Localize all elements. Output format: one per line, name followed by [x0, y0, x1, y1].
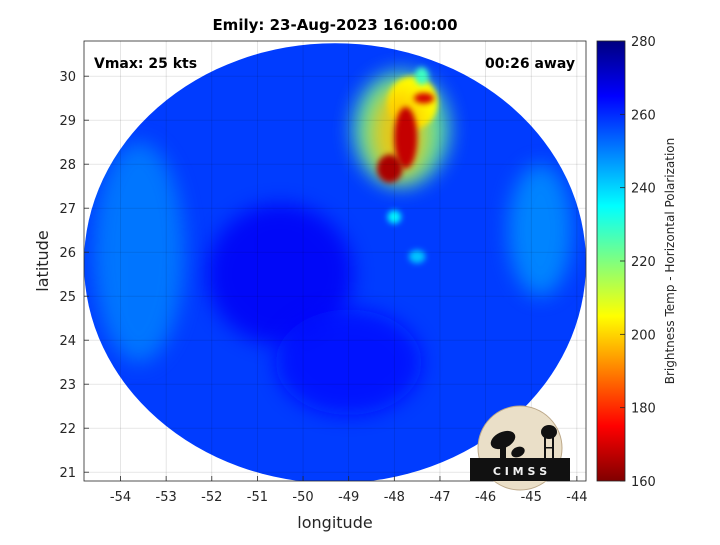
colorbar-tick-label: 260	[631, 108, 656, 123]
time-away-annotation: 00:26 away	[485, 56, 575, 72]
temperature-feature	[508, 164, 573, 297]
y-tick-label: 25	[59, 290, 76, 305]
temperature-feature	[376, 154, 403, 183]
colorbar-tick-label: 180	[631, 402, 656, 417]
x-tick-label: -44	[566, 490, 587, 505]
feature-layer	[93, 67, 573, 416]
y-tick-label: 22	[59, 422, 76, 437]
x-tick-label: -47	[429, 490, 450, 505]
x-tick-label: -45	[521, 490, 542, 505]
x-tick-label: -50	[292, 490, 313, 505]
x-tick-label: -54	[110, 490, 131, 505]
x-ticks: -54 -53 -52 -51 -50 -49 -48 -47 -46 -45 -44	[110, 476, 587, 505]
colorbar-tick-label: 160	[631, 475, 656, 490]
cimss-logo-text: C I M S S	[493, 465, 547, 478]
temperature-feature	[413, 92, 435, 104]
y-ticks: 21 22 23 24 25 26 27 28 29 30	[59, 70, 89, 481]
y-tick-label: 26	[59, 246, 76, 261]
colorbar-tick-label: 220	[631, 255, 656, 270]
plot-frame	[83, 40, 587, 482]
chart-title: Emily: 23-Aug-2023 16:00:00	[212, 16, 457, 34]
x-tick-label: -49	[338, 490, 359, 505]
x-tick-label: -51	[247, 490, 268, 505]
colorbar-tick-label: 240	[631, 182, 656, 197]
swath-layer	[84, 43, 586, 481]
cimss-logo: C I M S S	[470, 405, 570, 491]
colorbar-ticks: 160 180 200 220 240 260 280	[620, 35, 656, 490]
temperature-feature	[387, 210, 402, 224]
y-tick-label: 23	[59, 378, 76, 393]
temperature-feature	[207, 203, 354, 345]
colorbar-label: Brightness Temp - Horizontal Polarizatio…	[663, 138, 677, 385]
water-tower-icon	[541, 425, 557, 461]
colorbar-tick-label: 200	[631, 328, 656, 343]
grid-layer	[84, 41, 586, 481]
temperature-feature	[275, 309, 422, 416]
temperature-feature	[394, 107, 418, 169]
y-tick-label: 27	[59, 202, 76, 217]
temperature-feature	[414, 67, 429, 85]
y-tick-label: 21	[59, 466, 76, 481]
x-tick-label: -48	[384, 490, 405, 505]
colorbar: 160 180 200 220 240 260 280 Brightness Temp - …	[596, 35, 677, 490]
y-axis-label: latitude	[33, 230, 52, 291]
temperature-feature	[408, 250, 426, 264]
x-tick-label: -52	[201, 490, 222, 505]
colorbar-tick-label: 280	[631, 35, 656, 50]
y-tick-label: 24	[59, 334, 76, 349]
y-tick-label: 29	[59, 114, 76, 129]
y-tick-label: 30	[59, 70, 76, 85]
vmax-annotation: Vmax: 25 kts	[94, 56, 197, 72]
temperature-feature	[93, 142, 185, 363]
x-tick-label: -46	[475, 490, 496, 505]
y-tick-label: 28	[59, 158, 76, 173]
x-axis-label: longitude	[297, 513, 372, 532]
radar-dish-icon	[490, 430, 525, 459]
x-tick-label: -53	[156, 490, 177, 505]
